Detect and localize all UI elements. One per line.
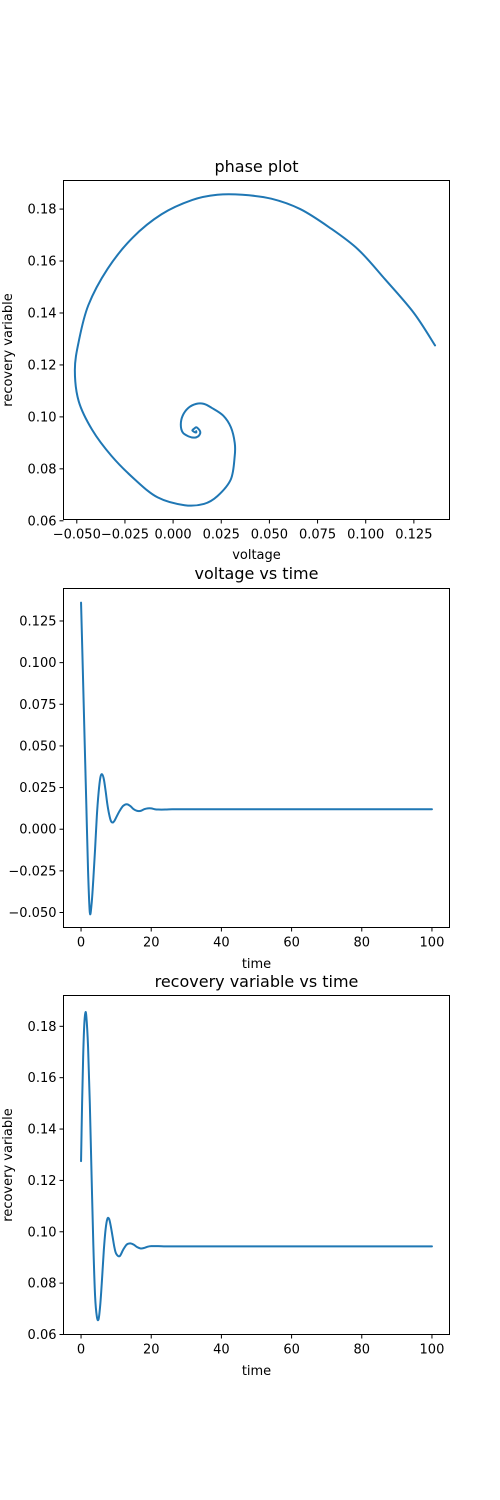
phase-plot-xtick-label: 0.100: [347, 528, 384, 543]
phase-plot-xtick-label: 0.075: [299, 528, 336, 543]
voltage-plot-xtick-label: 40: [213, 936, 230, 951]
phase-plot-xtick-label: 0.000: [154, 528, 191, 543]
recovery-plot-panel: recovery variable vs time time recovery …: [1, 972, 450, 1379]
voltage-plot-series-line: [80, 601, 433, 916]
recovery-plot-xtick-label: 80: [353, 1343, 370, 1358]
phase-plot-ytick-label: 0.06: [28, 514, 57, 529]
voltage-plot-frame: [63, 588, 450, 928]
voltage-plot-ytick-label: 0.050: [19, 739, 56, 754]
recovery-plot-xtick-label: 0: [77, 1343, 85, 1358]
voltage-plot-ytick-label: 0.025: [19, 781, 56, 796]
recovery-plot-ytick-label: 0.10: [28, 1225, 57, 1240]
voltage-plot-title: voltage vs time: [195, 564, 319, 583]
voltage-plot-ytick-label: −0.025: [8, 864, 56, 879]
voltage-plot-xtick-label: 80: [353, 936, 370, 951]
recovery-plot-title: recovery variable vs time: [155, 972, 359, 991]
voltage-plot-xticks: 0 20 40 60 80 100: [77, 927, 445, 951]
recovery-plot-xtick-label: 60: [283, 1343, 300, 1358]
recovery-plot-ylabel: recovery variable: [1, 1108, 16, 1221]
phase-plot-ytick-label: 0.18: [28, 203, 57, 218]
phase-plot-ytick-label: 0.10: [28, 410, 57, 425]
recovery-plot-yticks: 0.06 0.08 0.10 0.12 0.14 0.16 0.18: [28, 1020, 64, 1343]
phase-plot-xtick-label: 0.050: [251, 528, 288, 543]
phase-plot-title: phase plot: [214, 157, 298, 176]
phase-plot-ytick-label: 0.08: [28, 462, 57, 477]
phase-plot-xtick-label: −0.050: [53, 528, 101, 543]
recovery-plot-xtick-label: 40: [213, 1343, 230, 1358]
voltage-plot-panel: voltage vs time time 0 20 40 60 80 100 −0.050…: [8, 564, 450, 972]
voltage-plot-xtick-label: 100: [420, 936, 445, 951]
phase-plot-ylabel: recovery variable: [1, 293, 16, 406]
phase-plot-series-line: [73, 193, 437, 507]
phase-plot-ytick-label: 0.16: [28, 255, 57, 270]
phase-plot-frame: [63, 180, 450, 520]
recovery-plot-ytick-label: 0.12: [28, 1174, 57, 1189]
recovery-plot-ytick-label: 0.18: [28, 1020, 57, 1035]
phase-plot-xtick-label: −0.025: [101, 528, 149, 543]
voltage-plot-ytick-label: 0.075: [19, 698, 56, 713]
voltage-plot-xtick-label: 0: [77, 936, 85, 951]
voltage-plot-xtick-label: 60: [283, 936, 300, 951]
phase-plot-ytick-label: 0.12: [28, 358, 57, 373]
recovery-plot-series-line: [80, 1011, 433, 1322]
recovery-plot-ytick-label: 0.16: [28, 1071, 57, 1086]
phase-plot-xtick-label: 0.025: [203, 528, 240, 543]
voltage-plot-xlabel: time: [242, 957, 271, 972]
recovery-plot-xlabel: time: [242, 1364, 271, 1379]
voltage-plot-ytick-label: 0.100: [19, 656, 56, 671]
phase-plot-ytick-label: 0.14: [28, 306, 57, 321]
recovery-plot-xticks: 0 20 40 60 80 100: [77, 1334, 445, 1358]
recovery-plot-ytick-label: 0.08: [28, 1277, 57, 1292]
recovery-plot-xtick-label: 100: [420, 1343, 445, 1358]
voltage-plot-ytick-label: −0.050: [8, 906, 56, 921]
phase-plot-xlabel: voltage: [232, 548, 281, 563]
voltage-plot-xtick-label: 20: [143, 936, 160, 951]
voltage-plot-ytick-label: 0.125: [19, 614, 56, 629]
recovery-plot-xtick-label: 20: [143, 1343, 160, 1358]
recovery-plot-ytick-label: 0.06: [28, 1328, 57, 1343]
phase-plot-xticks: −0.050 −0.025 0.000 0.025 0.050 0.075 0.100 0.1…: [53, 519, 432, 543]
phase-plot-yticks: 0.06 0.08 0.10 0.12 0.14 0.16 0.18: [28, 203, 64, 529]
phase-plot-xtick-label: 0.125: [395, 528, 432, 543]
voltage-plot-ytick-label: 0.000: [19, 823, 56, 838]
recovery-plot-frame: [63, 995, 450, 1335]
recovery-plot-ytick-label: 0.14: [28, 1123, 57, 1138]
voltage-plot-yticks: −0.050 −0.025 0.000 0.025 0.050 0.075 0.100 0.1…: [8, 614, 64, 921]
